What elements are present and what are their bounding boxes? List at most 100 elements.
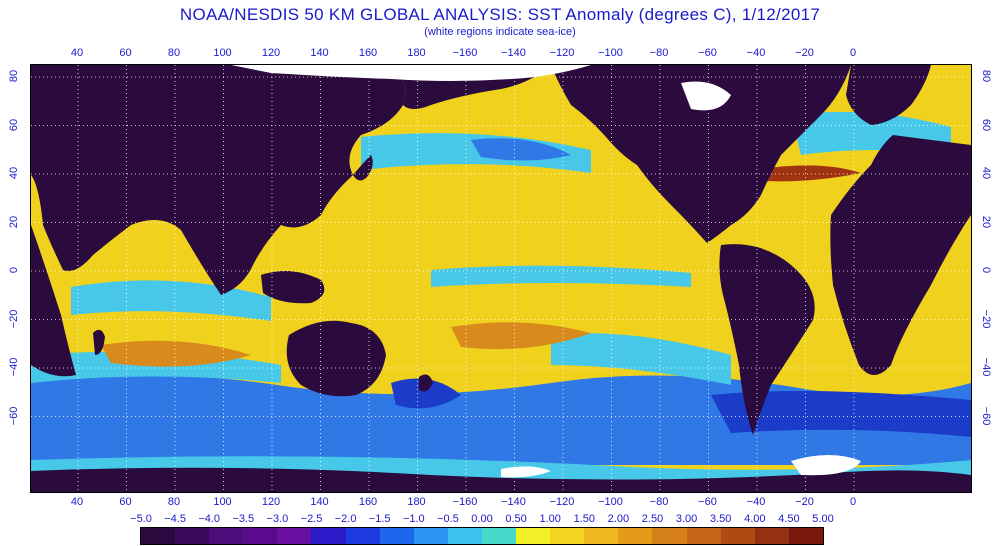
longitude-tick-label: 0	[849, 496, 857, 508]
longitude-tick-label: 140	[310, 47, 329, 59]
arctic-sea-ice	[231, 65, 591, 81]
longitude-tick-label: −120	[549, 47, 575, 59]
colorbar-tick-label: −3.5	[232, 513, 255, 525]
colorbar-swatch	[175, 528, 210, 544]
south-pacific-hot-patch	[451, 322, 591, 350]
colorbar-tick-label: 4.00	[744, 513, 766, 525]
longitude-tick-label: −100	[598, 496, 623, 508]
longitude-tick-label: −160	[452, 47, 478, 59]
colorbar-swatch	[516, 528, 551, 544]
latitude-tick-label: 80	[980, 69, 992, 83]
map-canvas	[31, 65, 971, 492]
colorbar-swatch	[447, 528, 482, 544]
latitude-tick-label: 20	[8, 215, 20, 228]
longitude-tick-label: 180	[407, 496, 426, 508]
latitude-tick-label: −20	[8, 309, 20, 328]
australia	[286, 320, 386, 397]
africa-west	[31, 225, 76, 377]
longitude-tick-label: 120	[261, 496, 281, 508]
longitude-tick-label: −80	[649, 496, 669, 508]
colorbar-tick-label: −1.0	[402, 513, 425, 525]
colorbar-swatch	[379, 528, 414, 544]
colorbar-tick-label: −4.5	[164, 513, 186, 525]
latitude-tick-label: −60	[980, 406, 992, 425]
ross-sea-ice	[501, 466, 551, 478]
south-pacific-cool-band	[551, 333, 731, 385]
africa	[830, 135, 971, 375]
colorbar-swatch	[413, 528, 448, 544]
longitude-tick-label: 80	[167, 47, 181, 59]
latitude-tick-label: 60	[980, 118, 992, 131]
lat-lon-grid	[31, 65, 971, 492]
north-pacific-cold-patch	[471, 138, 571, 161]
south-america	[719, 244, 815, 435]
colorbar-tick-label: 0.50	[505, 513, 527, 525]
longitude-tick-label: −140	[501, 47, 526, 59]
colorbar-swatch	[652, 528, 687, 544]
longitude-tick-label: 40	[70, 496, 84, 508]
longitude-tick-label: 40	[70, 47, 84, 59]
colorbar-tick-label: −3.0	[266, 513, 289, 525]
colorbar-tick-label: −2.0	[334, 513, 357, 525]
colorbar-tick-label: 2.00	[607, 513, 630, 525]
colorbar-tick-label: 1.00	[539, 513, 561, 525]
colorbar-tick-label: 5.00	[812, 513, 834, 525]
equatorial-pacific-cool-band	[431, 265, 691, 287]
longitude-tick-label: −40	[746, 496, 766, 508]
indian-ocean-hot-patch	[101, 340, 251, 367]
north-america	[551, 65, 851, 243]
madagascar	[93, 329, 105, 355]
longitude-tick-label: −60	[698, 496, 717, 508]
colorbar-swatch	[550, 528, 585, 544]
longitude-tick-label: 100	[213, 496, 232, 508]
sst-anomaly-map	[30, 64, 972, 493]
tasman-cold-patch	[391, 378, 461, 409]
colorbar-tick-label: 4.50	[778, 513, 800, 525]
land-masses	[31, 65, 971, 492]
colorbar-tick-label: 1.50	[573, 513, 596, 525]
colorbar-tick-label: −4.0	[198, 513, 221, 525]
longitude-tick-label: 160	[358, 47, 378, 59]
anomaly-colorbar	[140, 527, 824, 545]
longitude-tick-label: −20	[795, 47, 814, 59]
colorbar-swatch	[788, 528, 823, 544]
longitude-tick-label: 160	[358, 496, 378, 508]
longitude-tick-label: −100	[598, 47, 623, 59]
colorbar-swatch	[618, 528, 653, 544]
map-title: NOAA/NESDIS 50 KM GLOBAL ANALYSIS: SST A…	[179, 5, 821, 24]
latitude-tick-label: 40	[980, 166, 992, 180]
longitude-tick-label: 120	[261, 47, 281, 59]
longitude-tick-label: −60	[698, 47, 717, 59]
colorbar-tick-label: 3.00	[675, 513, 698, 525]
colorbar-swatch	[584, 528, 619, 544]
latitude-tick-label: −60	[8, 406, 20, 425]
longitude-tick-label: 60	[119, 47, 132, 59]
longitude-tick-label: −140	[501, 496, 526, 508]
colorbar-tick-label: −0.5	[437, 513, 459, 525]
longitude-tick-label: −40	[746, 47, 766, 59]
greenland	[846, 65, 931, 125]
colorbar-swatch	[686, 528, 721, 544]
maritime-continent	[261, 271, 325, 304]
longitude-tick-label: 80	[167, 496, 181, 508]
latitude-tick-label: 0	[8, 266, 20, 274]
colorbar-swatch	[209, 528, 244, 544]
longitude-tick-label: 180	[407, 47, 426, 59]
colorbar-tick-label: −2.5	[300, 513, 323, 525]
latitude-tick-label: 80	[8, 69, 20, 83]
gulf-stream-hot-patch	[761, 165, 861, 182]
latitude-tick-label: −40	[8, 357, 20, 377]
south-atlantic-cold-band	[711, 391, 971, 437]
colorbar-tick-label: −5.0	[130, 513, 152, 525]
colorbar-swatch	[481, 528, 517, 544]
colorbar-swatch	[311, 528, 346, 544]
colorbar-swatch	[754, 528, 789, 544]
new-zealand	[419, 374, 433, 392]
colorbar-tick-label: 3.50	[709, 513, 732, 525]
colorbar-swatch	[243, 528, 278, 544]
map-subtitle: (white regions indicate sea-ice)	[424, 26, 576, 38]
longitude-tick-label: 100	[213, 47, 232, 59]
colorbar-tick-label: 2.50	[641, 513, 664, 525]
latitude-tick-label: −40	[980, 357, 992, 377]
longitude-tick-label: −120	[549, 496, 575, 508]
